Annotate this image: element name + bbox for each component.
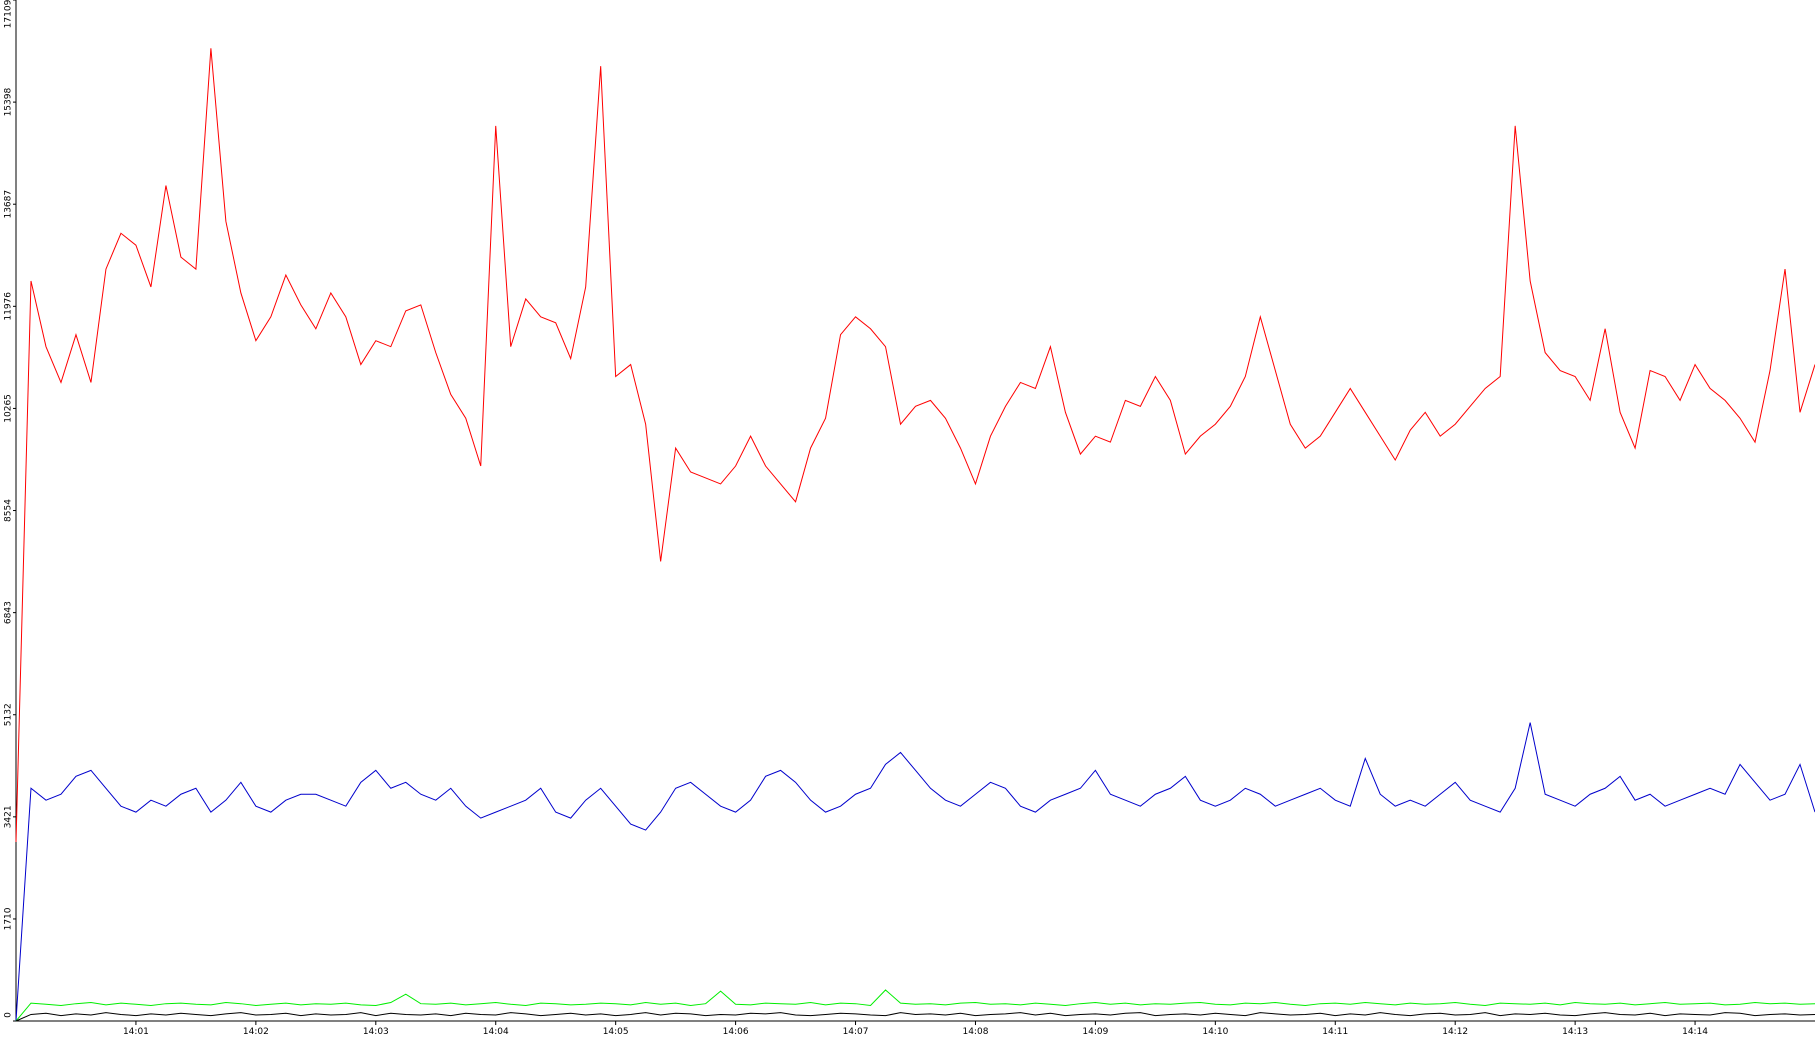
x-tick-label: 14:03 [363, 1027, 389, 1037]
y-tick-label: 10265 [4, 394, 14, 423]
x-tick-label: 14:14 [1682, 1027, 1708, 1037]
x-tick-label: 14:10 [1202, 1027, 1228, 1037]
x-tick-label: 14:09 [1082, 1027, 1108, 1037]
x-tick-label: 14:07 [843, 1027, 869, 1037]
x-tick-label: 14:13 [1562, 1027, 1588, 1037]
series-line [15, 989, 1815, 1022]
x-tick-label: 14:08 [962, 1027, 988, 1037]
y-tick-label: 5132 [4, 703, 14, 726]
y-tick-label: 6843 [4, 601, 14, 624]
y-tick-label: 3421 [4, 805, 14, 828]
series-line [15, 48, 1815, 842]
x-tick-label: 14:11 [1322, 1027, 1348, 1037]
y-tick-label: 17109 [4, 0, 14, 28]
y-tick-label: 0 [4, 1012, 14, 1018]
y-tick-label: 13687 [4, 190, 14, 219]
x-tick-label: 14:02 [243, 1027, 269, 1037]
x-tick-label: 14:12 [1442, 1027, 1468, 1037]
x-tick-label: 14:01 [123, 1027, 149, 1037]
x-tick-label: 14:05 [603, 1027, 629, 1037]
y-tick-label: 15398 [4, 88, 14, 117]
x-tick-label: 14:04 [483, 1027, 509, 1037]
series-line [15, 1012, 1815, 1022]
y-tick-label: 1710 [4, 907, 14, 930]
y-tick-label: 11976 [4, 292, 14, 321]
x-tick-label: 14:06 [723, 1027, 749, 1037]
series-line [15, 722, 1815, 1022]
y-tick-label: 8554 [4, 499, 14, 522]
